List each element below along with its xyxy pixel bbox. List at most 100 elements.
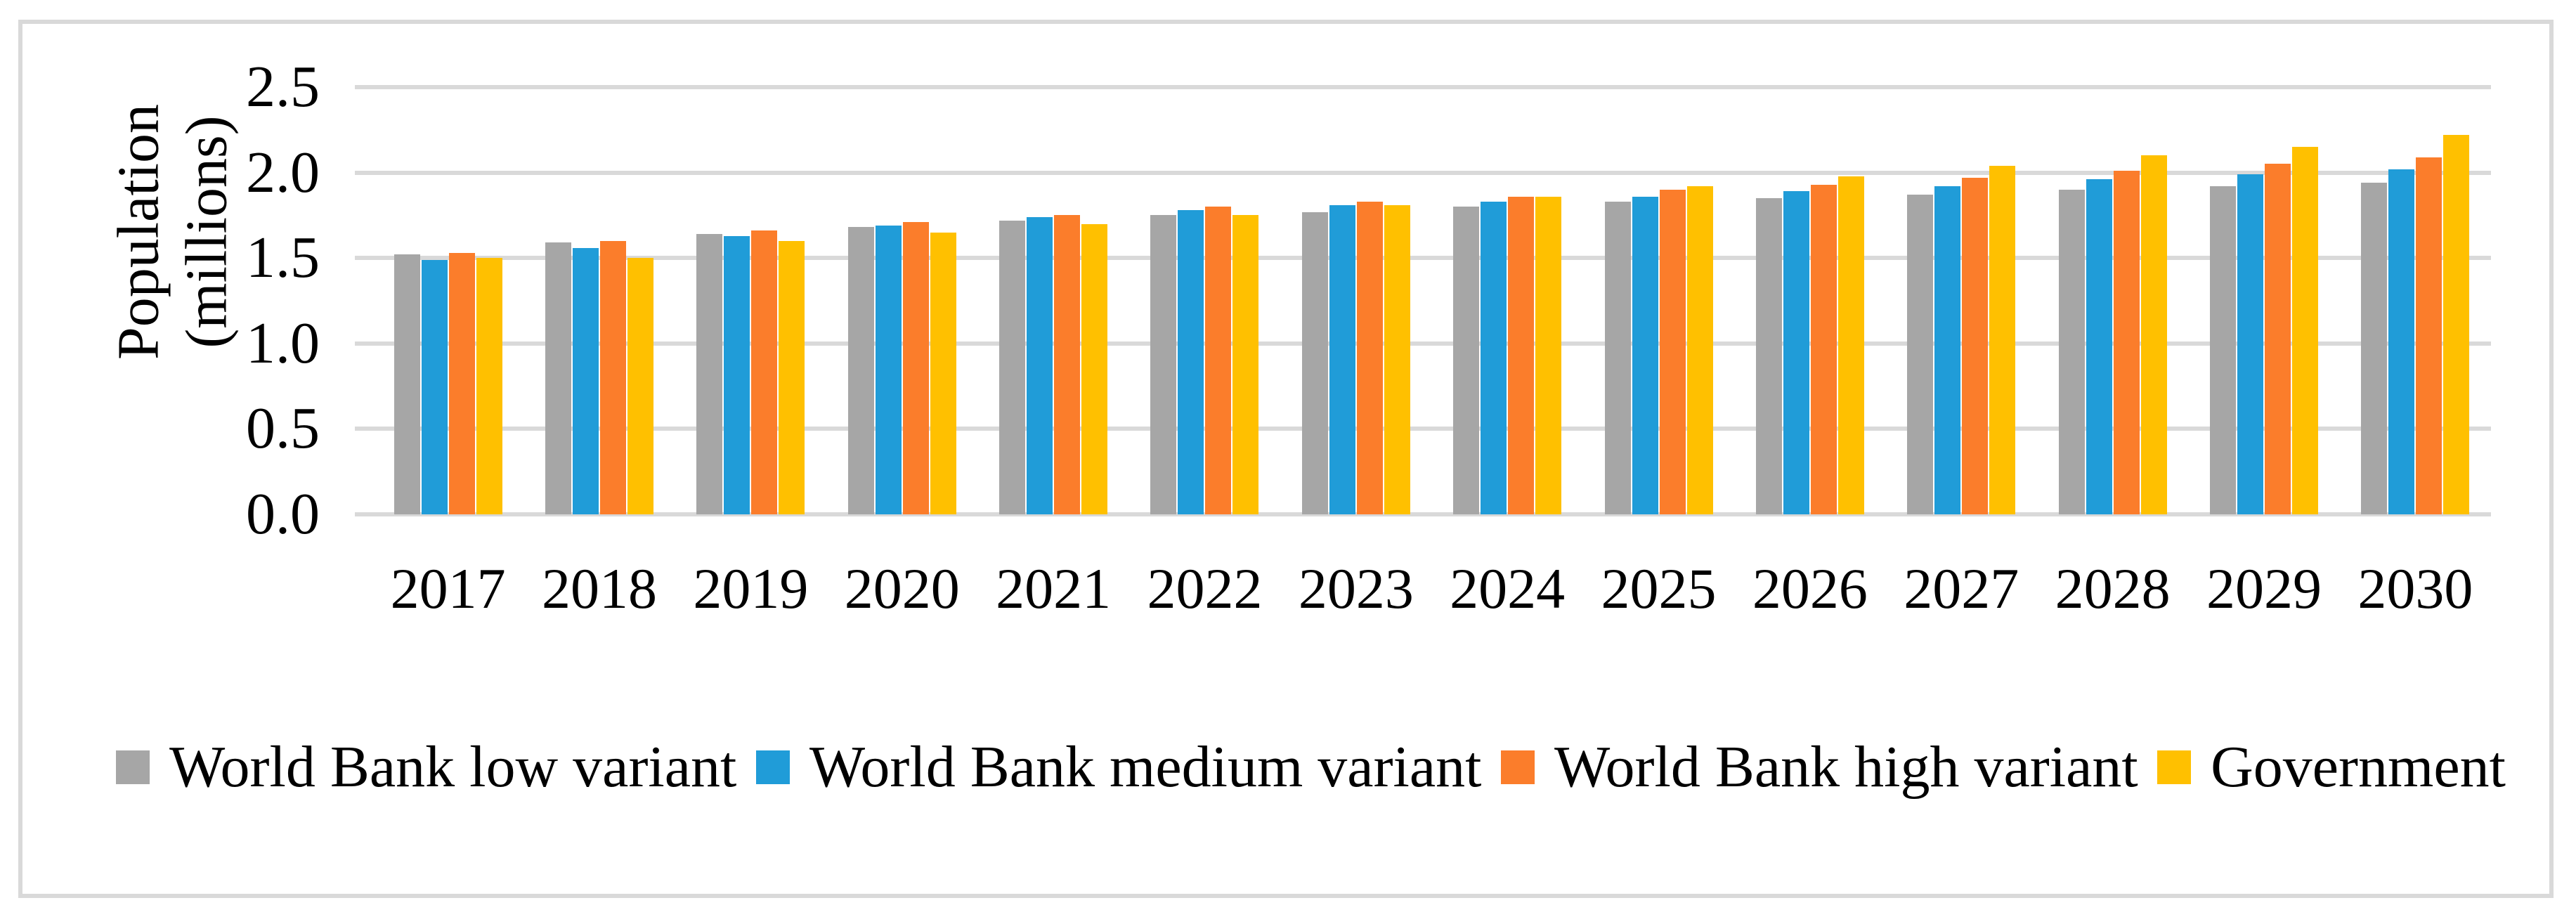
- x-label-2020: 2020: [844, 557, 960, 620]
- x-label-2017: 2017: [390, 557, 506, 620]
- x-label-2018: 2018: [542, 557, 658, 620]
- bar-2030-government: [2443, 135, 2470, 514]
- bar-2026-world-bank-high-variant: [1810, 184, 1837, 514]
- legend-label: Government: [2211, 734, 2506, 800]
- bar-2017-world-bank-high-variant: [448, 252, 475, 514]
- legend-item-world-bank-low-variant: World Bank low variant: [116, 738, 736, 797]
- legend-label: World Bank medium variant: [809, 734, 1482, 800]
- legend-item-world-bank-medium-variant: World Bank medium variant: [755, 734, 1482, 800]
- bar-2028-world-bank-medium-variant: [2086, 179, 2112, 514]
- legend-swatch-icon: [1500, 750, 1535, 784]
- bar-2027-world-bank-high-variant: [1962, 177, 1989, 514]
- bar-2019-government: [779, 240, 805, 514]
- y-axis-title: Population (millions): [105, 103, 239, 360]
- bar-2030-world-bank-low-variant: [2361, 183, 2388, 514]
- y-tick-label-2.5: 2.5: [246, 54, 320, 119]
- bar-2021-world-bank-high-variant: [1054, 215, 1081, 514]
- bar-2029-world-bank-low-variant: [2209, 186, 2236, 514]
- chart-legend: World Bank low variant World Bank medium …: [116, 738, 2506, 797]
- bar-group-2018: [523, 240, 675, 514]
- bar-2027-government: [1989, 165, 2016, 514]
- gridline-y-0: [355, 512, 2491, 516]
- bar-2029-world-bank-high-variant: [2264, 164, 2291, 514]
- bar-group-2028: [2037, 155, 2188, 514]
- bar-2024-world-bank-low-variant: [1453, 207, 1480, 514]
- bar-2018-government: [627, 258, 654, 514]
- bar-2020-government: [930, 232, 956, 514]
- bar-2021-government: [1081, 223, 1108, 514]
- bar-group-2023: [1280, 201, 1431, 514]
- bar-2022-government: [1232, 215, 1259, 514]
- x-label-2029: 2029: [2206, 557, 2322, 620]
- legend-item-government: Government: [2157, 738, 2506, 797]
- bar-group-2021: [977, 215, 1128, 514]
- bar-2022-world-bank-medium-variant: [1178, 210, 1204, 514]
- gridline-y-0.5: [355, 427, 2491, 431]
- bar-2027-world-bank-medium-variant: [1934, 186, 1961, 514]
- legend-swatch-icon: [116, 750, 150, 784]
- legend-label: World Bank low variant: [169, 734, 737, 800]
- bar-group-2022: [1129, 207, 1280, 514]
- bar-group-2017: [372, 252, 523, 514]
- bar-group-2020: [826, 222, 977, 514]
- bar-2027-world-bank-low-variant: [1907, 195, 1934, 514]
- bar-2028-government: [2140, 155, 2167, 514]
- x-label-2021: 2021: [996, 557, 1112, 620]
- gridline-y-2.5: [355, 85, 2491, 89]
- bar-2020-world-bank-high-variant: [902, 222, 929, 514]
- bar-2025-world-bank-medium-variant: [1632, 196, 1658, 514]
- bar-2030-world-bank-high-variant: [2416, 157, 2442, 514]
- y-tick-label-0.0: 0.0: [246, 481, 320, 547]
- bar-2019-world-bank-low-variant: [696, 234, 723, 514]
- y-tick-label-2.0: 2.0: [246, 139, 320, 205]
- bar-2028-world-bank-low-variant: [2058, 189, 2085, 514]
- x-label-2030: 2030: [2357, 557, 2473, 620]
- bar-2020-world-bank-low-variant: [847, 227, 874, 514]
- x-label-2022: 2022: [1147, 557, 1263, 620]
- bar-2021-world-bank-medium-variant: [1027, 216, 1053, 514]
- bar-2017-world-bank-low-variant: [393, 254, 420, 514]
- legend-label: World Bank high variant: [1554, 734, 2138, 800]
- bar-2020-world-bank-medium-variant: [875, 226, 902, 514]
- bar-2017-world-bank-medium-variant: [421, 259, 448, 514]
- bar-2023-government: [1384, 204, 1410, 514]
- bar-2021-world-bank-low-variant: [999, 220, 1026, 514]
- bar-group-2025: [1583, 186, 1734, 514]
- legend-swatch-icon: [2157, 750, 2192, 784]
- bar-2023-world-bank-low-variant: [1301, 212, 1328, 514]
- x-label-2028: 2028: [2055, 557, 2171, 620]
- gridline-y-1.5: [355, 256, 2491, 261]
- bar-2018-world-bank-high-variant: [600, 240, 627, 514]
- bar-group-2027: [1886, 165, 2037, 514]
- bar-2026-government: [1837, 176, 1864, 514]
- bar-2025-world-bank-low-variant: [1604, 201, 1631, 514]
- y-tick-label-1.0: 1.0: [246, 310, 320, 376]
- bar-2024-world-bank-medium-variant: [1481, 201, 1507, 514]
- bar-2022-world-bank-high-variant: [1205, 207, 1232, 514]
- legend-swatch-icon: [755, 750, 790, 784]
- figure-border: [18, 20, 2554, 898]
- legend-item-world-bank-high-variant: World Bank high variant: [1500, 734, 2138, 800]
- bar-2023-world-bank-high-variant: [1356, 201, 1383, 514]
- x-label-2026: 2026: [1752, 557, 1868, 620]
- bar-2025-world-bank-high-variant: [1659, 189, 1686, 514]
- bar-group-2019: [675, 230, 826, 514]
- bar-2018-world-bank-medium-variant: [573, 247, 599, 514]
- bar-2026-world-bank-low-variant: [1755, 198, 1782, 514]
- bar-group-2024: [1432, 196, 1583, 514]
- bar-2017-government: [476, 258, 502, 514]
- bar-2019-world-bank-medium-variant: [724, 235, 750, 514]
- bar-2025-government: [1686, 186, 1713, 514]
- x-label-2024: 2024: [1450, 557, 1566, 620]
- x-label-2025: 2025: [1601, 557, 1717, 620]
- bar-2029-government: [2291, 147, 2318, 514]
- y-tick-label-0.5: 0.5: [246, 396, 320, 462]
- bar-2028-world-bank-high-variant: [2113, 171, 2140, 514]
- x-label-2023: 2023: [1298, 557, 1414, 620]
- bar-2022-world-bank-low-variant: [1150, 215, 1177, 514]
- bar-2030-world-bank-medium-variant: [2388, 169, 2415, 514]
- bar-group-2026: [1734, 176, 1885, 514]
- bar-2029-world-bank-medium-variant: [2237, 174, 2263, 514]
- bar-group-2029: [2188, 147, 2339, 514]
- bar-2018-world-bank-low-variant: [545, 242, 572, 514]
